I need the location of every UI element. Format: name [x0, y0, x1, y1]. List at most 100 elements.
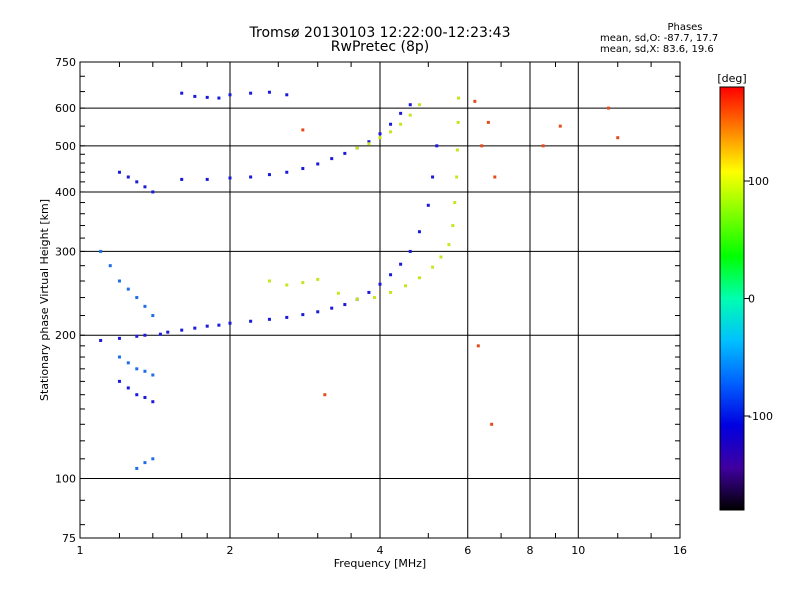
data-point [355, 146, 359, 150]
data-point [399, 122, 403, 126]
data-point [417, 276, 421, 280]
colorbar: [deg] 100 0 -100 [717, 72, 773, 511]
data-point [473, 99, 477, 103]
data-point [135, 367, 139, 371]
data-point [435, 144, 439, 148]
plot-frame [79, 61, 681, 539]
data-point [166, 330, 170, 334]
colorbar-label: [deg] [717, 72, 746, 85]
phase-stats-title: Phases [667, 22, 703, 33]
data-point [205, 177, 209, 181]
data-point [117, 279, 121, 283]
data-point [285, 315, 289, 319]
data-point [143, 461, 147, 465]
colorbar-tick-label: 0 [748, 293, 755, 306]
data-point [217, 96, 221, 100]
data-point [456, 120, 460, 124]
colorbar-tick-label: -100 [748, 410, 773, 423]
data-point [193, 94, 197, 98]
data-point [417, 230, 421, 234]
data-point [490, 422, 494, 426]
data-point [99, 338, 103, 342]
data-point [367, 142, 371, 146]
x-tick-label: 10 [571, 544, 585, 557]
data-point [135, 296, 139, 300]
data-point [180, 177, 184, 181]
x-tick-label: 16 [673, 544, 687, 557]
data-point [389, 290, 393, 294]
data-point [457, 96, 461, 100]
data-point [408, 103, 412, 107]
data-point [151, 457, 155, 461]
y-tick-label: 100 [55, 473, 76, 486]
data-point [158, 332, 162, 336]
data-point [431, 265, 435, 269]
x-tick-label: 1 [77, 544, 84, 557]
data-point [607, 106, 611, 110]
data-point [453, 201, 457, 205]
data-point [367, 140, 371, 144]
data-point [343, 303, 347, 307]
y-tick-label: 600 [55, 102, 76, 115]
data-point [493, 175, 497, 179]
phase-stats-x: mean, sd,X: 83.6, 19.6 [600, 44, 714, 55]
data-point [285, 283, 289, 287]
data-point [135, 334, 139, 338]
data-point [316, 162, 320, 166]
data-point [285, 170, 289, 174]
data-point [180, 328, 184, 332]
data-point [151, 190, 155, 194]
data-point [476, 344, 480, 348]
data-point [193, 326, 197, 330]
data-point [343, 151, 347, 155]
data-point [367, 290, 371, 294]
data-point [143, 369, 147, 373]
data-point [301, 167, 305, 171]
data-point [249, 175, 253, 179]
y-tick-label: 200 [55, 329, 76, 342]
data-point [330, 306, 334, 310]
data-point [135, 466, 139, 470]
data-point [451, 224, 455, 228]
data-point [228, 321, 232, 325]
data-point [316, 310, 320, 314]
data-point [126, 175, 130, 179]
data-point [378, 136, 382, 140]
data-point [480, 144, 484, 148]
data-point [316, 277, 320, 281]
data-point [330, 157, 334, 161]
data-point [431, 175, 435, 179]
y-tick-label: 750 [55, 56, 76, 69]
y-tick-label: 400 [55, 186, 76, 199]
data-point [228, 176, 232, 180]
data-point [558, 124, 562, 128]
data-point [205, 95, 209, 99]
colorbar-gradient [719, 86, 745, 511]
x-axis-label: Frequency [MHz] [334, 557, 426, 570]
data-point [447, 243, 451, 247]
data-point [117, 355, 121, 359]
data-point [126, 386, 130, 390]
chart-title: Tromsø 20130103 12:22:00-12:23:43 [249, 25, 511, 41]
data-point [301, 281, 305, 285]
data-point [399, 262, 403, 266]
data-point [228, 93, 232, 97]
data-point [389, 273, 393, 277]
data-point [143, 333, 147, 337]
y-tick-label: 75 [62, 532, 76, 545]
phase-stats: Phases mean, sd,O: -87.7, 17.7 mean, sd,… [600, 22, 740, 55]
data-point [355, 297, 359, 301]
data-point [151, 314, 155, 318]
data-point [143, 395, 147, 399]
data-point [408, 113, 412, 117]
y-tick-label: 500 [55, 140, 76, 153]
data-point [399, 111, 403, 115]
y-axis-ticks: 750 600 500 400 300 200 100 75 [55, 56, 680, 545]
data-point [267, 173, 271, 177]
data-point [373, 296, 377, 300]
data-point [267, 279, 271, 283]
data-point [117, 170, 121, 174]
colorbar-ticks: 100 0 -100 [744, 175, 773, 423]
data-point [336, 291, 340, 295]
